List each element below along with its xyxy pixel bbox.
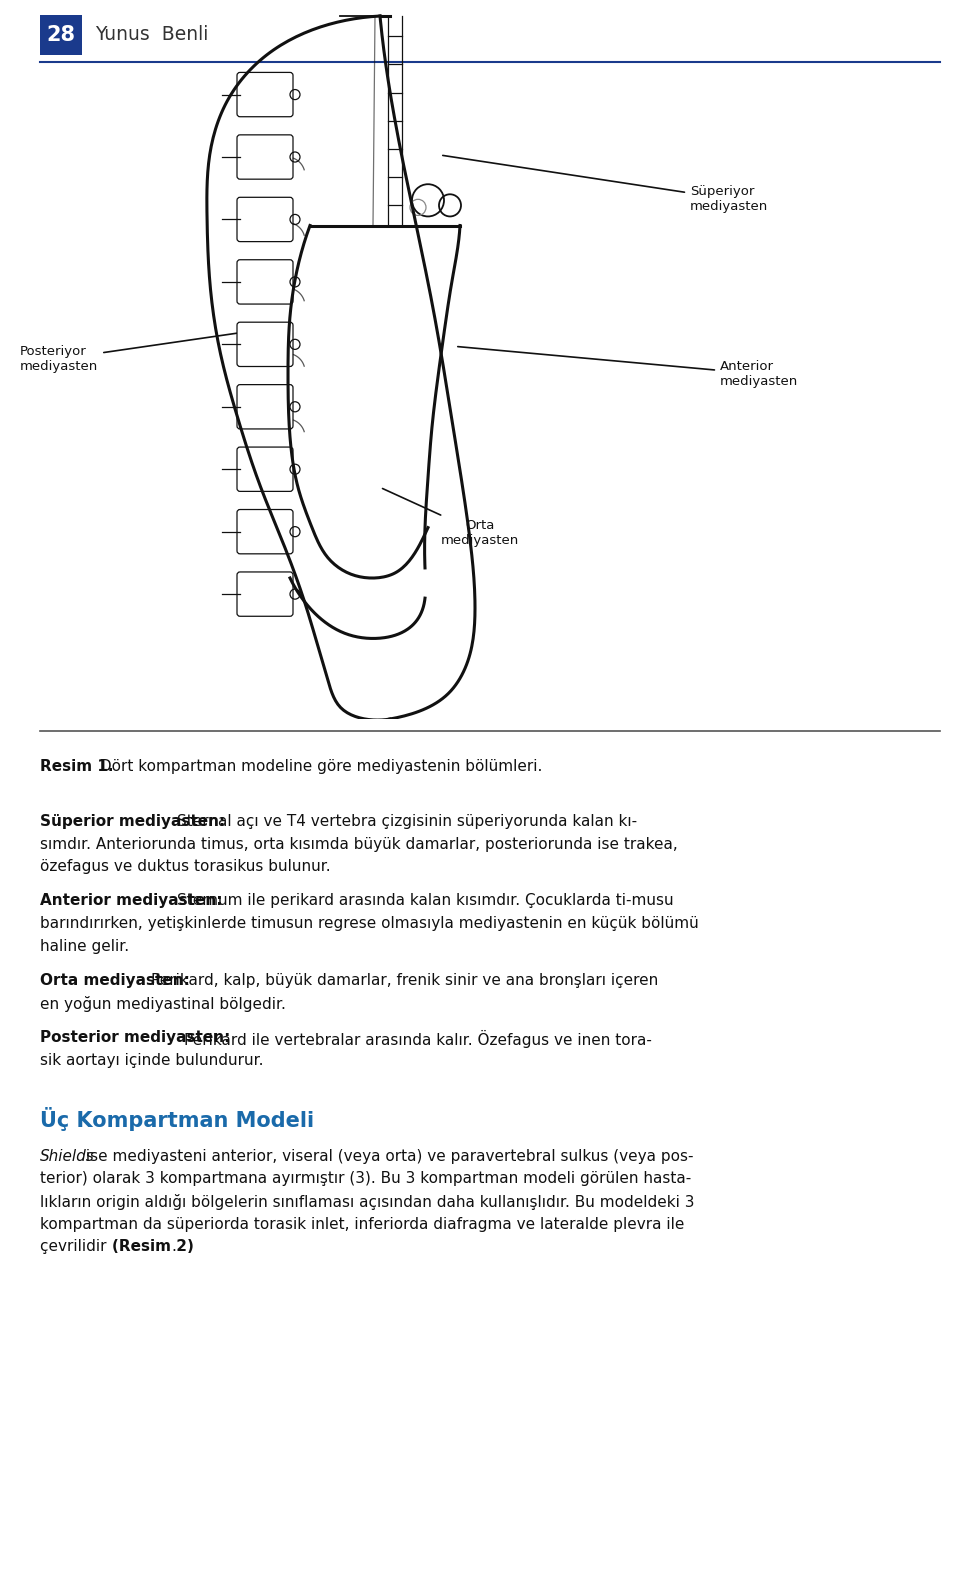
- Text: barındırırken, yetişkinlerde timusun regrese olmasıyla mediyastenin en küçük böl: barındırırken, yetişkinlerde timusun reg…: [40, 915, 699, 931]
- Text: Sternum ile perikard arasında kalan kısımdır. Çocuklarda ti-musu: Sternum ile perikard arasında kalan kısı…: [178, 893, 674, 909]
- Text: en yoğun mediyastinal bölgedir.: en yoğun mediyastinal bölgedir.: [40, 995, 286, 1012]
- Text: lıkların origin aldığı bölgelerin sınıflaması açısından daha kullanışlıdır. Bu m: lıkların origin aldığı bölgelerin sınıfl…: [40, 1193, 694, 1209]
- Text: Orta
mediyasten: Orta mediyasten: [382, 488, 519, 547]
- Text: sımdır. Anteriorunda timus, orta kısımda büyük damarlar, posteriorunda ise trake: sımdır. Anteriorunda timus, orta kısımda…: [40, 836, 678, 852]
- Text: Perikard ile vertebralar arasında kalır. Özefagus ve inen tora-: Perikard ile vertebralar arasında kalır.…: [184, 1030, 652, 1049]
- FancyBboxPatch shape: [237, 385, 293, 429]
- Text: haline gelir.: haline gelir.: [40, 939, 130, 953]
- Text: Posterior mediyasten:: Posterior mediyasten:: [40, 1030, 235, 1046]
- FancyBboxPatch shape: [237, 73, 293, 116]
- Text: Resim 1.: Resim 1.: [40, 760, 113, 774]
- Text: 28: 28: [46, 25, 76, 44]
- Text: Shields: Shields: [40, 1149, 95, 1165]
- Text: sik aortayı içinde bulundurur.: sik aortayı içinde bulundurur.: [40, 1052, 263, 1068]
- Text: çevrilidir: çevrilidir: [40, 1239, 111, 1254]
- Text: Anterior mediyasten:: Anterior mediyasten:: [40, 893, 228, 909]
- FancyBboxPatch shape: [237, 135, 293, 180]
- Text: Üç Kompartman Modeli: Üç Kompartman Modeli: [40, 1108, 314, 1131]
- Text: terior) olarak 3 kompartmana ayırmıştır (3). Bu 3 kompartman modeli görülen hast: terior) olarak 3 kompartmana ayırmıştır …: [40, 1171, 691, 1187]
- FancyBboxPatch shape: [237, 259, 293, 303]
- Text: (Resim 2): (Resim 2): [112, 1239, 194, 1254]
- Text: ise mediyasteni anterior, viseral (veya orta) ve paravertebral sulkus (veya pos-: ise mediyasteni anterior, viseral (veya …: [81, 1149, 693, 1165]
- Text: Orta mediyasten:: Orta mediyasten:: [40, 972, 195, 988]
- Text: Dört kompartman modeline göre mediyastenin bölümleri.: Dört kompartman modeline göre mediyasten…: [94, 760, 542, 774]
- Text: Sternal açı ve T4 vertebra çizgisinin süperiyorunda kalan kı-: Sternal açı ve T4 vertebra çizgisinin sü…: [178, 814, 637, 829]
- Text: Süperior mediyasten:: Süperior mediyasten:: [40, 814, 230, 829]
- FancyBboxPatch shape: [237, 323, 293, 367]
- Text: Posteriyor
mediyasten: Posteriyor mediyasten: [20, 327, 282, 373]
- Text: Perikard, kalp, büyük damarlar, frenik sinir ve ana bronşları içeren: Perikard, kalp, büyük damarlar, frenik s…: [152, 972, 659, 988]
- Text: Süperiyor
mediyasten: Süperiyor mediyasten: [443, 156, 768, 213]
- FancyBboxPatch shape: [40, 14, 82, 56]
- FancyBboxPatch shape: [237, 572, 293, 617]
- FancyBboxPatch shape: [237, 197, 293, 242]
- Text: Anterior
mediyasten: Anterior mediyasten: [458, 346, 799, 388]
- Text: kompartman da süperiorda torasik inlet, inferiorda diafragma ve lateralde plevra: kompartman da süperiorda torasik inlet, …: [40, 1217, 684, 1231]
- Text: özefagus ve duktus torasikus bulunur.: özefagus ve duktus torasikus bulunur.: [40, 860, 330, 874]
- Text: Yunus  Benli: Yunus Benli: [95, 25, 208, 44]
- FancyBboxPatch shape: [237, 510, 293, 555]
- Text: .: .: [171, 1239, 176, 1254]
- FancyBboxPatch shape: [237, 447, 293, 491]
